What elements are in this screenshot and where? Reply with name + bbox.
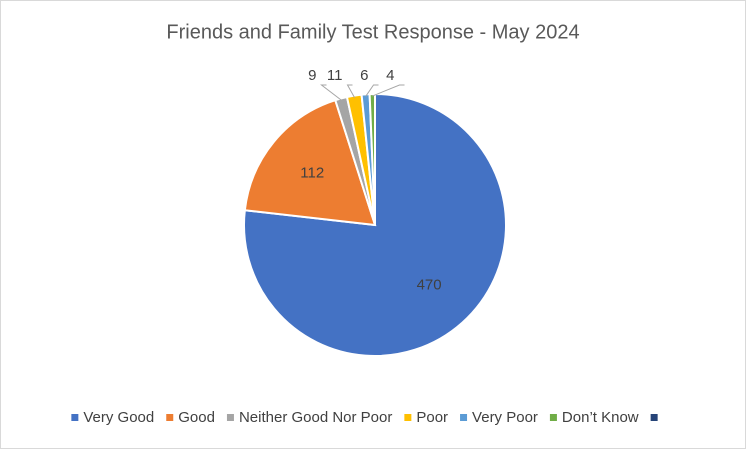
legend-label: Very Good [83, 409, 154, 426]
legend-marker [549, 414, 557, 421]
legend-marker [460, 414, 468, 421]
legend-marker [166, 414, 174, 421]
legend-label: Don’t Know [562, 409, 639, 426]
leader-line [346, 84, 355, 98]
legend-marker [226, 414, 234, 421]
legend-marker [404, 414, 412, 421]
data-label: 11 [327, 67, 343, 84]
legend-label: Very Poor [472, 409, 538, 426]
data-label: 112 [300, 164, 324, 181]
legend-label: Good [178, 409, 215, 426]
data-label: 4 [386, 67, 394, 84]
leader-line [372, 84, 405, 97]
leader-line [365, 84, 379, 97]
data-label: 6 [360, 67, 368, 84]
legend-label: Neither Good Nor Poor [239, 409, 392, 426]
data-label: 9 [308, 67, 316, 84]
legend-marker [71, 414, 79, 421]
chart-title: Friends and Family Test Response - May 2… [166, 21, 579, 43]
legend-marker [650, 414, 658, 421]
data-label: 470 [417, 277, 442, 294]
leader-line [320, 84, 342, 101]
pie-slice [243, 98, 377, 227]
legend-label: Poor [416, 409, 448, 426]
